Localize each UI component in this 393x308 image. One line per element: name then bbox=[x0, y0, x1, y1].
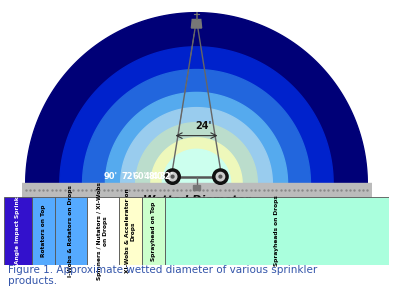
Text: Wetted Diameter: Wetted Diameter bbox=[143, 195, 250, 205]
Text: Figure 1. Approximate wetted diameter of various sprinkler
products.: Figure 1. Approximate wetted diameter of… bbox=[8, 265, 317, 286]
Text: I-Wobs & Rotators on Drops: I-Wobs & Rotators on Drops bbox=[68, 185, 73, 277]
Text: 32': 32' bbox=[159, 172, 173, 181]
Text: Sprayhead on Top: Sprayhead on Top bbox=[151, 201, 156, 261]
Circle shape bbox=[171, 175, 174, 178]
Circle shape bbox=[165, 169, 180, 184]
Polygon shape bbox=[121, 107, 272, 184]
Polygon shape bbox=[162, 149, 231, 184]
Text: Low Angle Impact Sprinklers: Low Angle Impact Sprinklers bbox=[15, 183, 20, 279]
Polygon shape bbox=[191, 19, 202, 28]
Text: Sprayheads on Drops: Sprayheads on Drops bbox=[274, 196, 279, 266]
Text: 90': 90' bbox=[104, 172, 118, 181]
Text: 24': 24' bbox=[195, 120, 211, 131]
Circle shape bbox=[213, 169, 228, 184]
Circle shape bbox=[216, 172, 225, 181]
Circle shape bbox=[168, 172, 177, 181]
Bar bbox=[119, 197, 142, 265]
Text: Rotators on Top: Rotators on Top bbox=[41, 205, 46, 257]
Bar bbox=[165, 197, 389, 265]
Polygon shape bbox=[151, 138, 242, 184]
Bar bbox=[4, 197, 32, 265]
Text: 60': 60' bbox=[132, 172, 147, 181]
Polygon shape bbox=[83, 70, 310, 184]
Polygon shape bbox=[26, 13, 367, 184]
Bar bbox=[87, 197, 119, 265]
Bar bbox=[142, 197, 165, 265]
Text: XI-Wobs & Accelerator on
Drops: XI-Wobs & Accelerator on Drops bbox=[125, 188, 136, 274]
Polygon shape bbox=[105, 92, 288, 184]
Bar bbox=[55, 197, 87, 265]
Bar bbox=[193, 185, 200, 190]
Bar bbox=[32, 197, 55, 265]
Text: 72': 72' bbox=[121, 172, 135, 181]
Text: 40': 40' bbox=[152, 172, 165, 181]
Polygon shape bbox=[60, 47, 333, 184]
Text: 48': 48' bbox=[144, 172, 158, 181]
Circle shape bbox=[219, 175, 222, 178]
Text: Spinners / Nutators / XI-Wobs
on Drops: Spinners / Nutators / XI-Wobs on Drops bbox=[97, 182, 108, 280]
Polygon shape bbox=[136, 123, 257, 184]
